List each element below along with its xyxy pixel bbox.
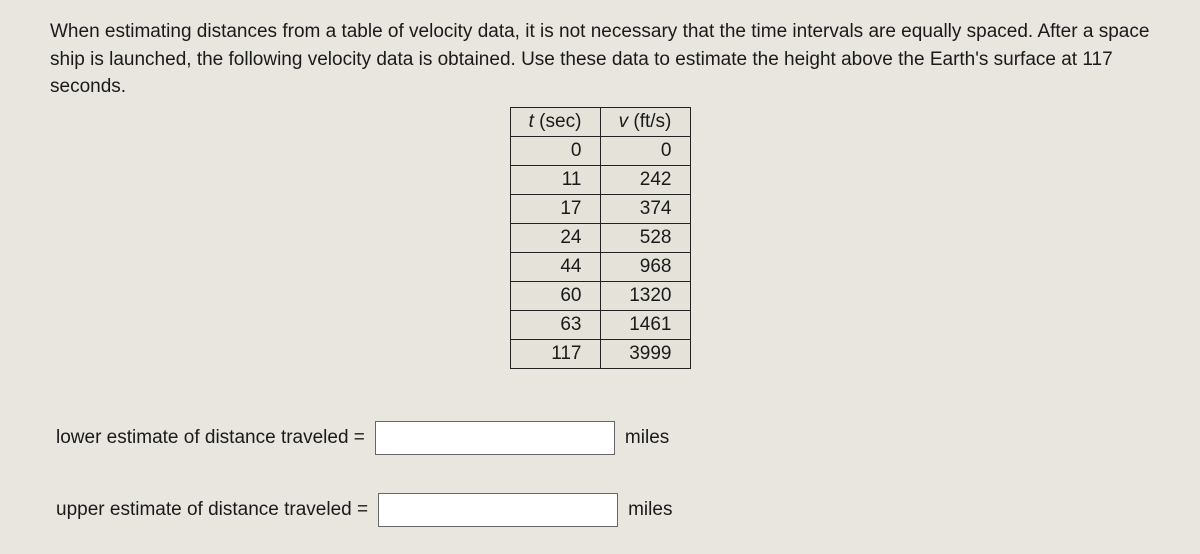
cell-t: 60 — [510, 281, 600, 310]
answers-section: lower estimate of distance traveled = mi… — [50, 421, 1150, 527]
table-body: 00 11242 17374 24528 44968 601320 631461… — [510, 136, 690, 368]
table-row: 601320 — [510, 281, 690, 310]
cell-t: 0 — [510, 136, 600, 165]
cell-v: 374 — [600, 194, 690, 223]
cell-v: 242 — [600, 165, 690, 194]
lower-estimate-input[interactable] — [375, 421, 615, 455]
table-row: 17374 — [510, 194, 690, 223]
cell-v: 3999 — [600, 339, 690, 368]
lower-estimate-row: lower estimate of distance traveled = mi… — [56, 421, 1150, 455]
table-row: 11242 — [510, 165, 690, 194]
cell-v: 1461 — [600, 310, 690, 339]
upper-estimate-label: upper estimate of distance traveled = — [56, 499, 368, 521]
v-unit: (ft/s) — [628, 111, 671, 132]
upper-estimate-input[interactable] — [378, 493, 618, 527]
table-header-row: t (sec) v (ft/s) — [510, 107, 690, 136]
upper-estimate-unit: miles — [628, 499, 672, 521]
table-row: 00 — [510, 136, 690, 165]
cell-t: 11 — [510, 165, 600, 194]
lower-estimate-label: lower estimate of distance traveled = — [56, 427, 365, 449]
problem-text: When estimating distances from a table o… — [50, 18, 1150, 101]
cell-t: 17 — [510, 194, 600, 223]
data-table-container: t (sec) v (ft/s) 00 11242 17374 24528 44… — [50, 107, 1150, 369]
table-row: 44968 — [510, 252, 690, 281]
cell-t: 24 — [510, 223, 600, 252]
cell-t: 117 — [510, 339, 600, 368]
cell-t: 44 — [510, 252, 600, 281]
col-header-t: t (sec) — [510, 107, 600, 136]
cell-v: 0 — [600, 136, 690, 165]
upper-estimate-row: upper estimate of distance traveled = mi… — [56, 493, 1150, 527]
lower-estimate-unit: miles — [625, 427, 669, 449]
cell-t: 63 — [510, 310, 600, 339]
table-row: 631461 — [510, 310, 690, 339]
velocity-table: t (sec) v (ft/s) 00 11242 17374 24528 44… — [510, 107, 691, 369]
t-unit: (sec) — [534, 111, 582, 132]
cell-v: 1320 — [600, 281, 690, 310]
table-row: 1173999 — [510, 339, 690, 368]
table-row: 24528 — [510, 223, 690, 252]
col-header-v: v (ft/s) — [600, 107, 690, 136]
v-var: v — [619, 111, 629, 132]
cell-v: 968 — [600, 252, 690, 281]
cell-v: 528 — [600, 223, 690, 252]
